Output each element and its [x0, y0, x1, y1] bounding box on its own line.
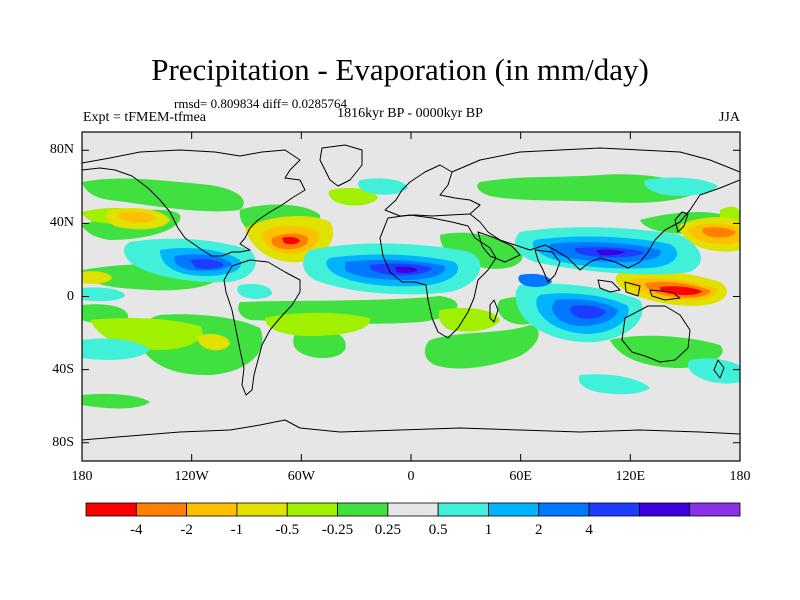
colorbar-label: -4 [130, 522, 143, 538]
colorbar-label: 2 [535, 522, 543, 538]
colorbar-label: -1 [230, 522, 244, 538]
y-tick-label: 40S [52, 361, 74, 377]
y-tick-label: 80N [49, 142, 74, 158]
colorbar-label: -0.25 [321, 522, 354, 538]
colorbar-label: 1 [484, 522, 493, 538]
period-label: 1816kyr BP - 0000kyr BP [337, 106, 483, 121]
colorbar-label: 0.25 [374, 522, 401, 538]
x-tick-label: 0 [407, 469, 415, 484]
contour-fields [82, 174, 740, 409]
season-label: JJA [718, 110, 740, 125]
colorbar-swatch [236, 502, 288, 517]
colorbar-swatch [689, 502, 741, 517]
colorbar-label: 4 [585, 522, 593, 538]
x-tick-label: 120E [615, 469, 646, 484]
colorbar-swatch [286, 502, 338, 517]
colorbar [85, 502, 741, 517]
stats-label: rmsd= 0.809834 diff= 0.0285764 [174, 96, 347, 111]
colorbar-swatch [337, 502, 389, 517]
colorbar-swatch [85, 502, 137, 517]
colorbar-label: -0.5 [275, 522, 300, 538]
colorbar-swatch [186, 502, 238, 517]
colorbar-swatch [387, 502, 439, 517]
axis-tick-marks [81, 132, 741, 461]
colorbar-swatch [135, 502, 188, 517]
coastlines [82, 144, 740, 441]
x-tick-label: 120W [174, 469, 209, 484]
y-tick-label: 40N [49, 215, 74, 231]
experiment-label: Expt = tFMEM-tfmea [83, 110, 206, 125]
x-tick-label: 60W [287, 469, 315, 484]
colorbar-swatch [437, 502, 489, 517]
colorbar-label: 0.5 [428, 522, 448, 538]
colorbar-swatch [638, 502, 691, 517]
y-tick-label: 80S [52, 434, 74, 450]
x-tick-label: 60E [509, 469, 532, 484]
colorbar-swatch [588, 502, 640, 517]
colorbar-swatch [538, 502, 590, 517]
x-tick-label: 180 [71, 469, 93, 484]
y-tick-label: 0 [67, 288, 74, 304]
chart-title: Precipitation - Evaporation (in mm/day) [151, 52, 649, 87]
colorbar-swatch [488, 502, 540, 517]
colorbar-label: -2 [180, 522, 193, 538]
x-tick-label: 180 [729, 469, 751, 484]
